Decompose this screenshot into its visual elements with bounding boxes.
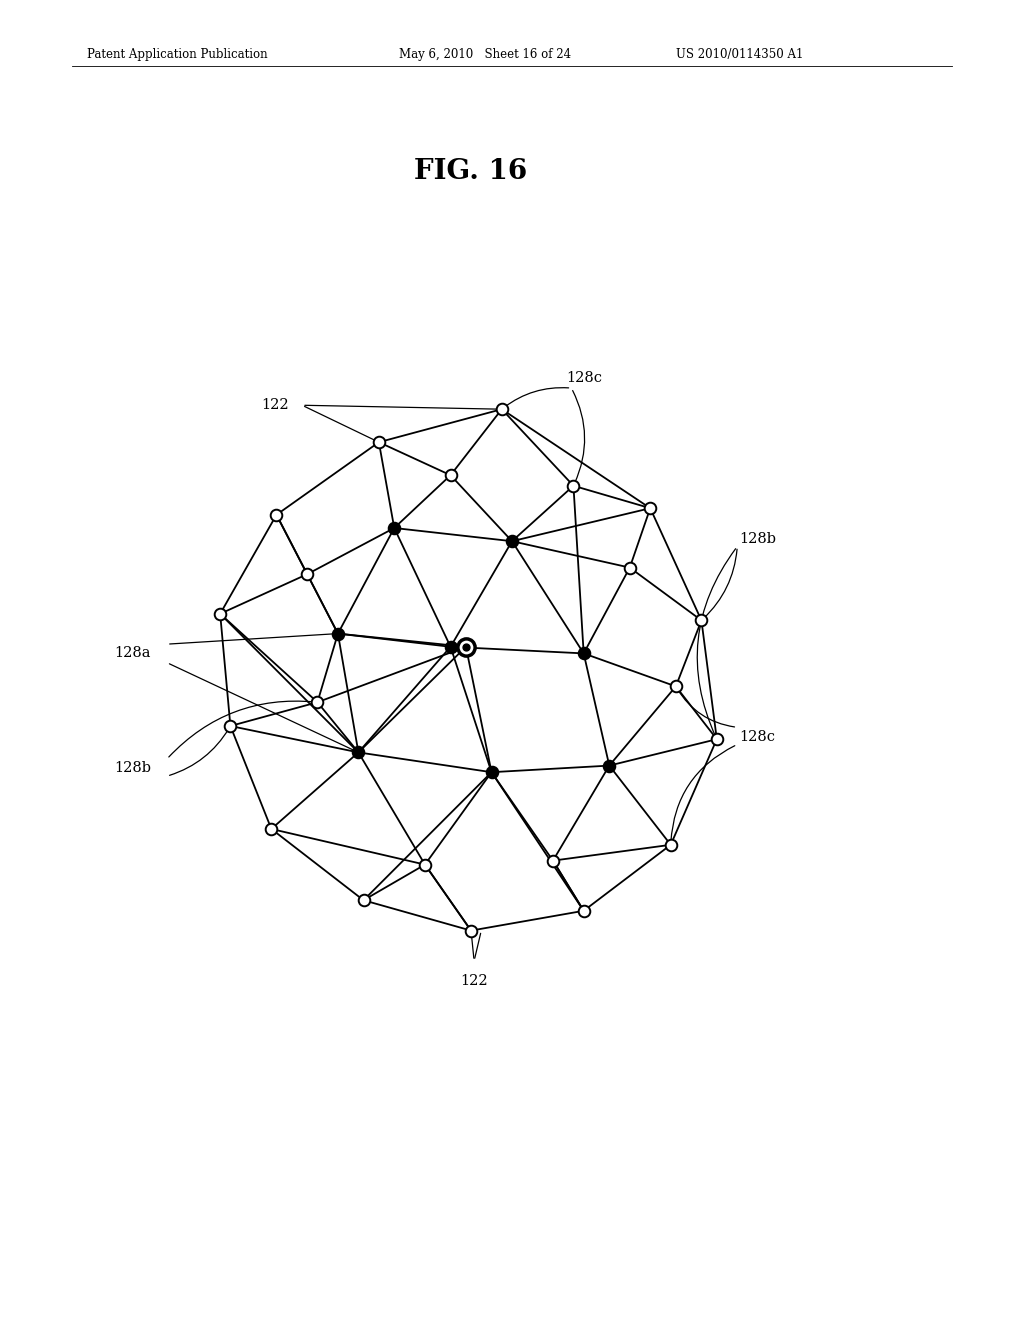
Text: 128c: 128c	[566, 371, 602, 384]
Point	[417, 854, 433, 875]
Point	[693, 610, 710, 631]
Point	[222, 715, 239, 737]
Point	[212, 603, 228, 624]
Point	[355, 890, 372, 911]
Text: 128b: 128b	[115, 762, 152, 775]
Point	[709, 729, 725, 750]
Point	[663, 834, 679, 855]
Point	[386, 517, 402, 539]
Text: 128b: 128b	[739, 532, 776, 545]
Point	[299, 564, 315, 585]
Point	[458, 636, 474, 657]
Point	[330, 623, 346, 644]
Point	[463, 920, 479, 941]
Point	[601, 755, 617, 776]
Point	[268, 504, 285, 525]
Point	[494, 399, 510, 420]
Point	[642, 498, 658, 519]
Text: 128c: 128c	[739, 730, 775, 743]
Text: 122: 122	[261, 399, 289, 412]
Text: US 2010/0114350 A1: US 2010/0114350 A1	[676, 48, 803, 61]
Point	[309, 692, 326, 713]
Point	[575, 900, 592, 921]
Text: May 6, 2010   Sheet 16 of 24: May 6, 2010 Sheet 16 of 24	[399, 48, 571, 61]
Text: 128a: 128a	[115, 647, 152, 660]
Point	[442, 636, 459, 657]
Point	[668, 676, 684, 697]
Point	[575, 643, 592, 664]
Point	[622, 557, 638, 578]
Text: FIG. 16: FIG. 16	[415, 158, 527, 185]
Point	[371, 432, 387, 453]
Text: Patent Application Publication: Patent Application Publication	[87, 48, 267, 61]
Point	[545, 850, 561, 871]
Point	[483, 762, 500, 783]
Point	[565, 475, 582, 496]
Point	[263, 818, 280, 840]
Point	[350, 742, 367, 763]
Point	[442, 465, 459, 486]
Point	[458, 636, 474, 657]
Point	[504, 531, 520, 552]
Text: 122: 122	[461, 974, 487, 987]
